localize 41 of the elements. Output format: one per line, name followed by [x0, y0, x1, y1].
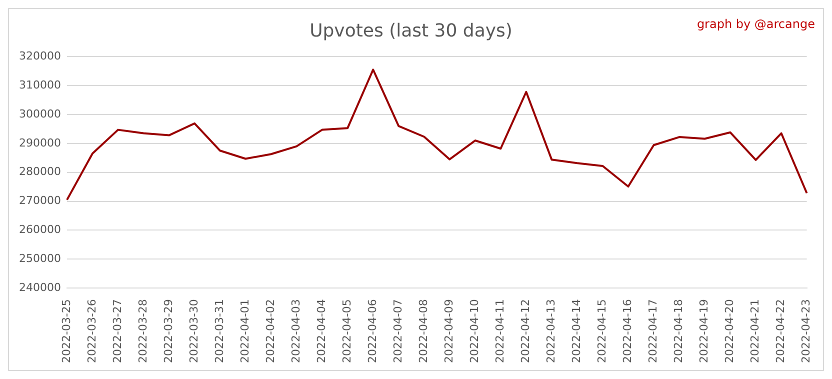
- x-tick-label: 2022-03-25: [60, 299, 73, 364]
- x-tick-label: 2022-04-10: [468, 299, 482, 364]
- y-tick-label: 320000: [18, 49, 61, 62]
- x-tick-label: 2022-04-06: [366, 299, 379, 364]
- y-tick-label: 310000: [18, 78, 61, 92]
- x-tick-label: 2022-04-13: [544, 299, 558, 364]
- x-tick-label: 2022-04-09: [442, 299, 456, 364]
- x-tick-label: 2022-04-23: [800, 299, 813, 364]
- x-tick-label: 2022-04-04: [314, 299, 328, 364]
- y-tick-label: 300000: [18, 107, 61, 120]
- x-tick-label: 2022-04-11: [494, 299, 507, 364]
- y-tick-label: 250000: [18, 252, 61, 265]
- x-tick-label: 2022-04-08: [417, 299, 430, 364]
- x-tick-label: 2022-03-31: [212, 299, 226, 364]
- x-tick-label: 2022-04-19: [698, 299, 711, 364]
- x-tick-label: 2022-04-02: [264, 299, 277, 364]
- x-tick-label: 2022-04-20: [723, 299, 736, 364]
- x-tick-label: 2022-04-14: [570, 299, 584, 364]
- x-tick-label: 2022-03-29: [162, 299, 175, 364]
- x-tick-label: 2022-03-30: [187, 299, 200, 364]
- text: graph by @arcange: [696, 17, 815, 31]
- x-tick-label: 2022-04-12: [519, 299, 532, 364]
- x-tick-label: 2022-04-22: [774, 299, 788, 364]
- x-tick-label: 2022-04-16: [621, 299, 634, 364]
- y-tick-label: 270000: [18, 194, 61, 208]
- y-tick-label: 240000: [18, 280, 61, 294]
- y-tick-label: 260000: [18, 223, 61, 236]
- x-tick-label: 2022-03-27: [110, 299, 124, 364]
- x-tick-label: 2022-04-01: [238, 299, 252, 364]
- x-tick-label: 2022-03-26: [85, 299, 98, 364]
- x-tick-label: 2022-04-07: [391, 299, 404, 364]
- x-tick-label: 2022-04-18: [672, 299, 686, 364]
- x-tick-label: 2022-04-21: [748, 299, 762, 364]
- y-tick-label: 290000: [18, 136, 61, 150]
- x-tick-label: 2022-04-03: [289, 299, 302, 364]
- x-tick-label: 2022-04-05: [340, 299, 354, 364]
- x-tick-label: 2022-04-15: [596, 299, 609, 364]
- x-tick-label: 2022-03-28: [136, 299, 150, 364]
- chart-title: Upvotes (last 30 days): [310, 20, 512, 42]
- y-tick-label: 280000: [18, 165, 61, 178]
- x-tick-label: 2022-04-17: [646, 299, 660, 364]
